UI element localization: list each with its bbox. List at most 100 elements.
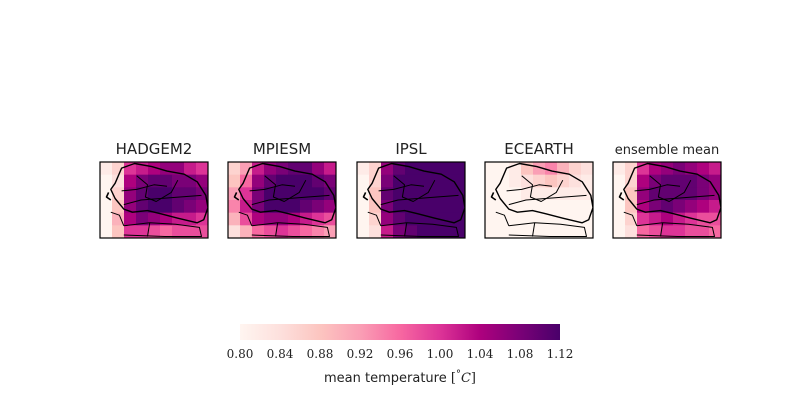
panels: HADGEM2 MPIESM IPSL ECEARTH ensemble mean	[99, 140, 722, 239]
heatmap-cell	[613, 225, 626, 238]
heatmap-cell	[324, 174, 336, 188]
heatmap-cell	[625, 212, 638, 226]
heatmap-cell	[312, 225, 325, 238]
heatmap-cell	[240, 187, 253, 201]
heatmap-cell	[240, 212, 253, 226]
heatmap-cell	[613, 174, 626, 188]
heatmap-cell	[100, 162, 113, 176]
heatmap-cell	[661, 162, 674, 176]
heatmap-cell	[429, 162, 442, 176]
heatmap-cell	[661, 187, 674, 201]
border-line	[147, 222, 151, 237]
heatmap-cell	[228, 187, 241, 201]
heatmap-cell	[697, 174, 710, 188]
heatmap-cell	[228, 200, 241, 214]
colorbar-label-unit: C	[461, 371, 471, 386]
heatmap-cell	[417, 174, 430, 188]
heatmap-cell	[697, 162, 710, 176]
heatmap-cell	[405, 162, 418, 176]
heatmap-cell	[196, 225, 208, 238]
heatmap-cell	[521, 225, 534, 238]
heatmap-cell	[369, 212, 382, 226]
colorbar-tick-label: 0.96	[387, 347, 414, 361]
heatmap-cell	[300, 174, 313, 188]
heatmap-cell	[148, 174, 161, 188]
border-line	[634, 184, 681, 192]
heatmap-cell	[685, 187, 698, 201]
heatmap-cell	[196, 187, 208, 201]
colorbar-tick-label: 0.92	[347, 347, 374, 361]
heatmap-cell	[625, 162, 638, 176]
heatmap-cell	[276, 200, 289, 214]
heatmap-cell	[136, 200, 149, 214]
colorbar-label-bracket-open: [	[451, 371, 456, 386]
border-line	[404, 222, 408, 237]
heatmap-cell	[673, 200, 686, 214]
heatmap-cell	[112, 200, 125, 214]
heatmap-cell	[545, 225, 558, 238]
heatmap-cell	[240, 162, 253, 176]
border-line	[238, 211, 253, 226]
colorbar-tick-label: 0.88	[307, 347, 334, 361]
border-line	[623, 211, 638, 226]
heatmap-cell	[405, 174, 418, 188]
country-borders	[362, 162, 465, 237]
border-line	[506, 184, 553, 192]
heatmap-cell	[184, 174, 197, 188]
heatmap-cell	[697, 212, 710, 226]
heatmap-cells	[357, 162, 465, 238]
heatmap-cell	[485, 225, 498, 238]
heatmap-cell	[485, 212, 498, 226]
heatmap-cell	[557, 187, 570, 201]
heatmap-cell	[661, 225, 674, 238]
heatmap-cell	[357, 187, 370, 201]
colorbar-tick-label: 1.12	[547, 347, 574, 361]
heatmap-cell	[453, 187, 465, 201]
heatmap-cell	[533, 200, 546, 214]
heatmap-cell	[288, 174, 301, 188]
heatmap-cell	[637, 174, 650, 188]
heatmap-cell	[533, 187, 546, 201]
heatmap-cell	[557, 200, 570, 214]
heatmap-cell	[100, 174, 113, 188]
heatmap-cell	[709, 200, 721, 214]
panel-ensemble-mean: ensemble mean	[612, 143, 722, 239]
heatmap-cell	[100, 187, 113, 201]
heatmap-cell	[228, 162, 241, 176]
heatmap-cell	[709, 187, 721, 201]
heatmap-cell	[184, 187, 197, 201]
heatmap-cell	[509, 212, 522, 226]
border-line	[495, 211, 510, 226]
heatmap-cell	[453, 225, 465, 238]
heatmap-cell	[521, 200, 534, 214]
heatmap-cell	[100, 212, 113, 226]
heatmap-cell	[613, 187, 626, 201]
heatmap-cell	[252, 225, 265, 238]
heatmap-cell	[160, 162, 173, 176]
heatmap-cell	[557, 162, 570, 176]
heatmap-cell	[312, 212, 325, 226]
border-line	[362, 192, 369, 201]
heatmap-cell	[112, 225, 125, 238]
heatmap-cell	[312, 187, 325, 201]
heatmap-cell	[613, 200, 626, 214]
heatmap-cell	[100, 200, 113, 214]
heatmap-cell	[625, 200, 638, 214]
heatmap-cell	[160, 200, 173, 214]
country-outline	[623, 162, 721, 224]
heatmap-cell	[276, 187, 289, 201]
border-line	[121, 184, 168, 192]
heatmap-cell	[252, 174, 265, 188]
heatmap-cell	[405, 187, 418, 201]
heatmap-cell	[288, 162, 301, 176]
heatmap-cell	[569, 200, 582, 214]
heatmap-cell	[649, 225, 662, 238]
panel-mpiesm: MPIESM	[227, 140, 337, 239]
border-line	[393, 175, 436, 202]
heatmap-cell	[112, 212, 125, 226]
heatmap-cell	[148, 225, 161, 238]
heatmap-cell	[324, 187, 336, 201]
heatmap-cell	[533, 162, 546, 176]
heatmap-cell	[357, 225, 370, 238]
